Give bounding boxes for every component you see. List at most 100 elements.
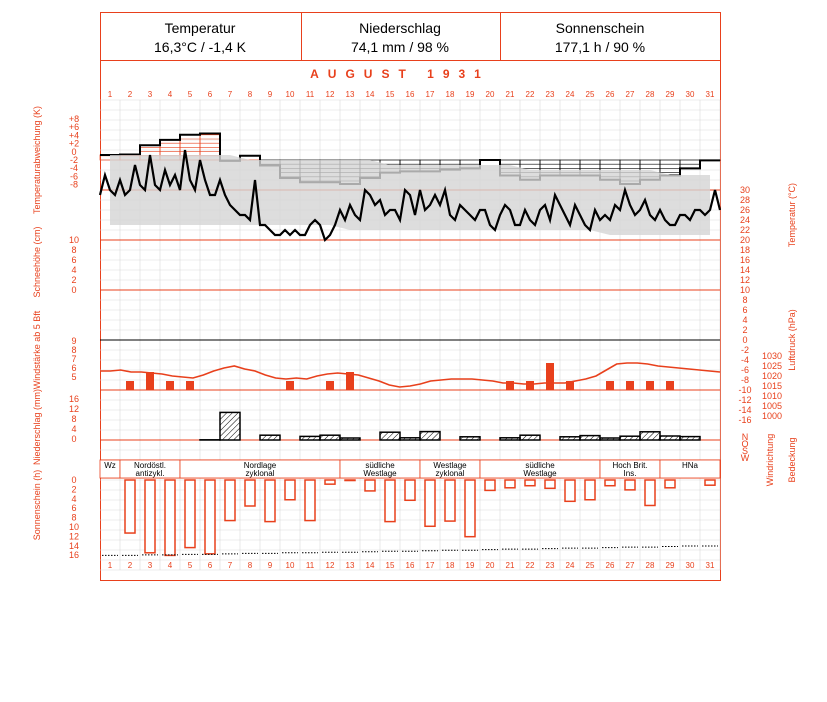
day-label-bottom: 15 [386, 561, 395, 570]
day-label-top: 31 [706, 90, 715, 99]
day-label-top: 18 [446, 90, 455, 99]
cloud-cover-title: Bedeckung [787, 437, 797, 482]
precip-bar [419, 430, 441, 441]
day-label-bottom: 10 [286, 561, 295, 570]
sunshine-bar [304, 479, 316, 522]
wind-bar [546, 363, 554, 390]
temperature-tick-label: -12 [738, 395, 751, 405]
wind-bar [526, 381, 534, 390]
pressure-tick-label: 1025 [762, 361, 782, 371]
day-label-top: 1 [108, 90, 113, 99]
day-label-top: 15 [386, 90, 395, 99]
weather-type-label: HNa [682, 461, 699, 470]
day-label-top: 20 [486, 90, 495, 99]
temperature-tick-label: 10 [740, 285, 750, 295]
day-label-bottom: 27 [626, 561, 635, 570]
temperature-tick-label: -8 [741, 375, 749, 385]
anomaly-bar [659, 159, 681, 176]
sunshine-bar [464, 479, 476, 538]
temperature-tick-label: -4 [741, 355, 749, 365]
wind-bar [506, 381, 514, 390]
day-label-bottom: 13 [346, 561, 355, 570]
wind-tick-label: 6 [71, 363, 76, 373]
pressure-tick-label: 1015 [762, 381, 782, 391]
precip-bar [499, 437, 521, 441]
day-label-top: 10 [286, 90, 295, 99]
temperature-tick-label: -10 [738, 385, 751, 395]
precip-bar [599, 437, 621, 441]
snow-tick-label: 4 [71, 265, 76, 275]
summary-header: Temperatur 16,3°C / -1,4 K Niederschlag … [100, 12, 721, 61]
day-label-bottom: 24 [566, 561, 575, 570]
snow-tick-label: 6 [71, 255, 76, 265]
temperature-tick-label: -6 [741, 365, 749, 375]
sunshine-bar [664, 479, 676, 489]
sunshine-bar [504, 479, 516, 489]
precip-axis-title: Niederschlag (mm) [32, 389, 42, 465]
left-axis-ticks: +8+6+4+20-2-4-6-810864209876516128400246… [69, 114, 79, 560]
wind-bar [566, 381, 574, 390]
day-label-top: 22 [526, 90, 535, 99]
wind-tick-label: 8 [71, 345, 76, 355]
day-label-top: 28 [646, 90, 655, 99]
sunshine-title: Sonnenschein [556, 20, 645, 36]
precip-bar [679, 435, 701, 441]
day-label-bottom: 1 [108, 561, 113, 570]
sunshine-bar [704, 479, 716, 486]
precip-bar [339, 437, 361, 441]
day-label-bottom: 26 [606, 561, 615, 570]
day-label-top: 30 [686, 90, 695, 99]
day-label-bottom: 3 [148, 561, 153, 570]
day-label-bottom: 14 [366, 561, 375, 570]
precip-bar [219, 411, 241, 441]
precipitation-summary: 74,1 mm / 98 % [351, 39, 449, 55]
temperature-tick-label: 20 [740, 235, 750, 245]
weather-type-label: zyklonal [436, 469, 465, 478]
day-label-top: 29 [666, 90, 675, 99]
weather-type-panel: Wz Nordöstl.antizykl.Nordlagezyklonalsüdl… [99, 459, 721, 479]
sunshine-bar [444, 479, 456, 522]
temperature-title: Temperatur [165, 20, 236, 36]
sunshine-bar [284, 479, 296, 501]
temperature-tick-label: 16 [740, 255, 750, 265]
precipitation-title: Niederschlag [359, 20, 441, 36]
anomaly-tick-label: 0 [71, 147, 76, 157]
day-label-top: 5 [188, 90, 193, 99]
sunshine-bar [624, 479, 636, 491]
anomaly-tick-label: -8 [70, 180, 78, 190]
day-label-bottom: 19 [466, 561, 475, 570]
sunshine-bar [164, 479, 176, 557]
temperature-tick-label: 18 [740, 245, 750, 255]
day-label-bottom: 31 [706, 561, 715, 570]
sunshine-bar [484, 479, 496, 492]
snow-tick-label: 0 [71, 285, 76, 295]
weather-type-label: Hoch Brit. [612, 461, 647, 470]
precip-bar [659, 435, 681, 441]
weather-type-label: Nordlage [244, 461, 277, 470]
sunshine-bar [424, 479, 436, 528]
sunshine-bar [244, 479, 256, 507]
sunshine-summary: 177,1 h / 90 % [555, 39, 645, 55]
day-label-bottom: 7 [228, 561, 233, 570]
sunshine-bar [204, 479, 216, 555]
anomaly-tick-label: -4 [70, 163, 78, 173]
pressure-tick-label: 1010 [762, 391, 782, 401]
precip-bar [379, 431, 401, 441]
day-label-top: 4 [168, 90, 173, 99]
weather-type-cell [659, 459, 721, 479]
precip-bar [259, 434, 281, 441]
weather-type-label: Westlage [523, 469, 557, 478]
anomaly-tick-label: +8 [69, 114, 79, 124]
wind-tick-label: 7 [71, 354, 76, 364]
sunshine-bar [144, 479, 156, 554]
month-title: AUGUST 1931 [310, 67, 490, 81]
sunshine-tick-label: 16 [69, 550, 79, 560]
weather-type-label: Nordöstl. [134, 461, 166, 470]
day-label-top: 14 [366, 90, 375, 99]
day-label-top: 26 [606, 90, 615, 99]
precip-bar [299, 435, 321, 441]
wind-bar [186, 381, 194, 390]
sunshine-bar [344, 479, 356, 482]
snow-tick-label: 2 [71, 275, 76, 285]
weather-type-label: zyklonal [246, 469, 275, 478]
